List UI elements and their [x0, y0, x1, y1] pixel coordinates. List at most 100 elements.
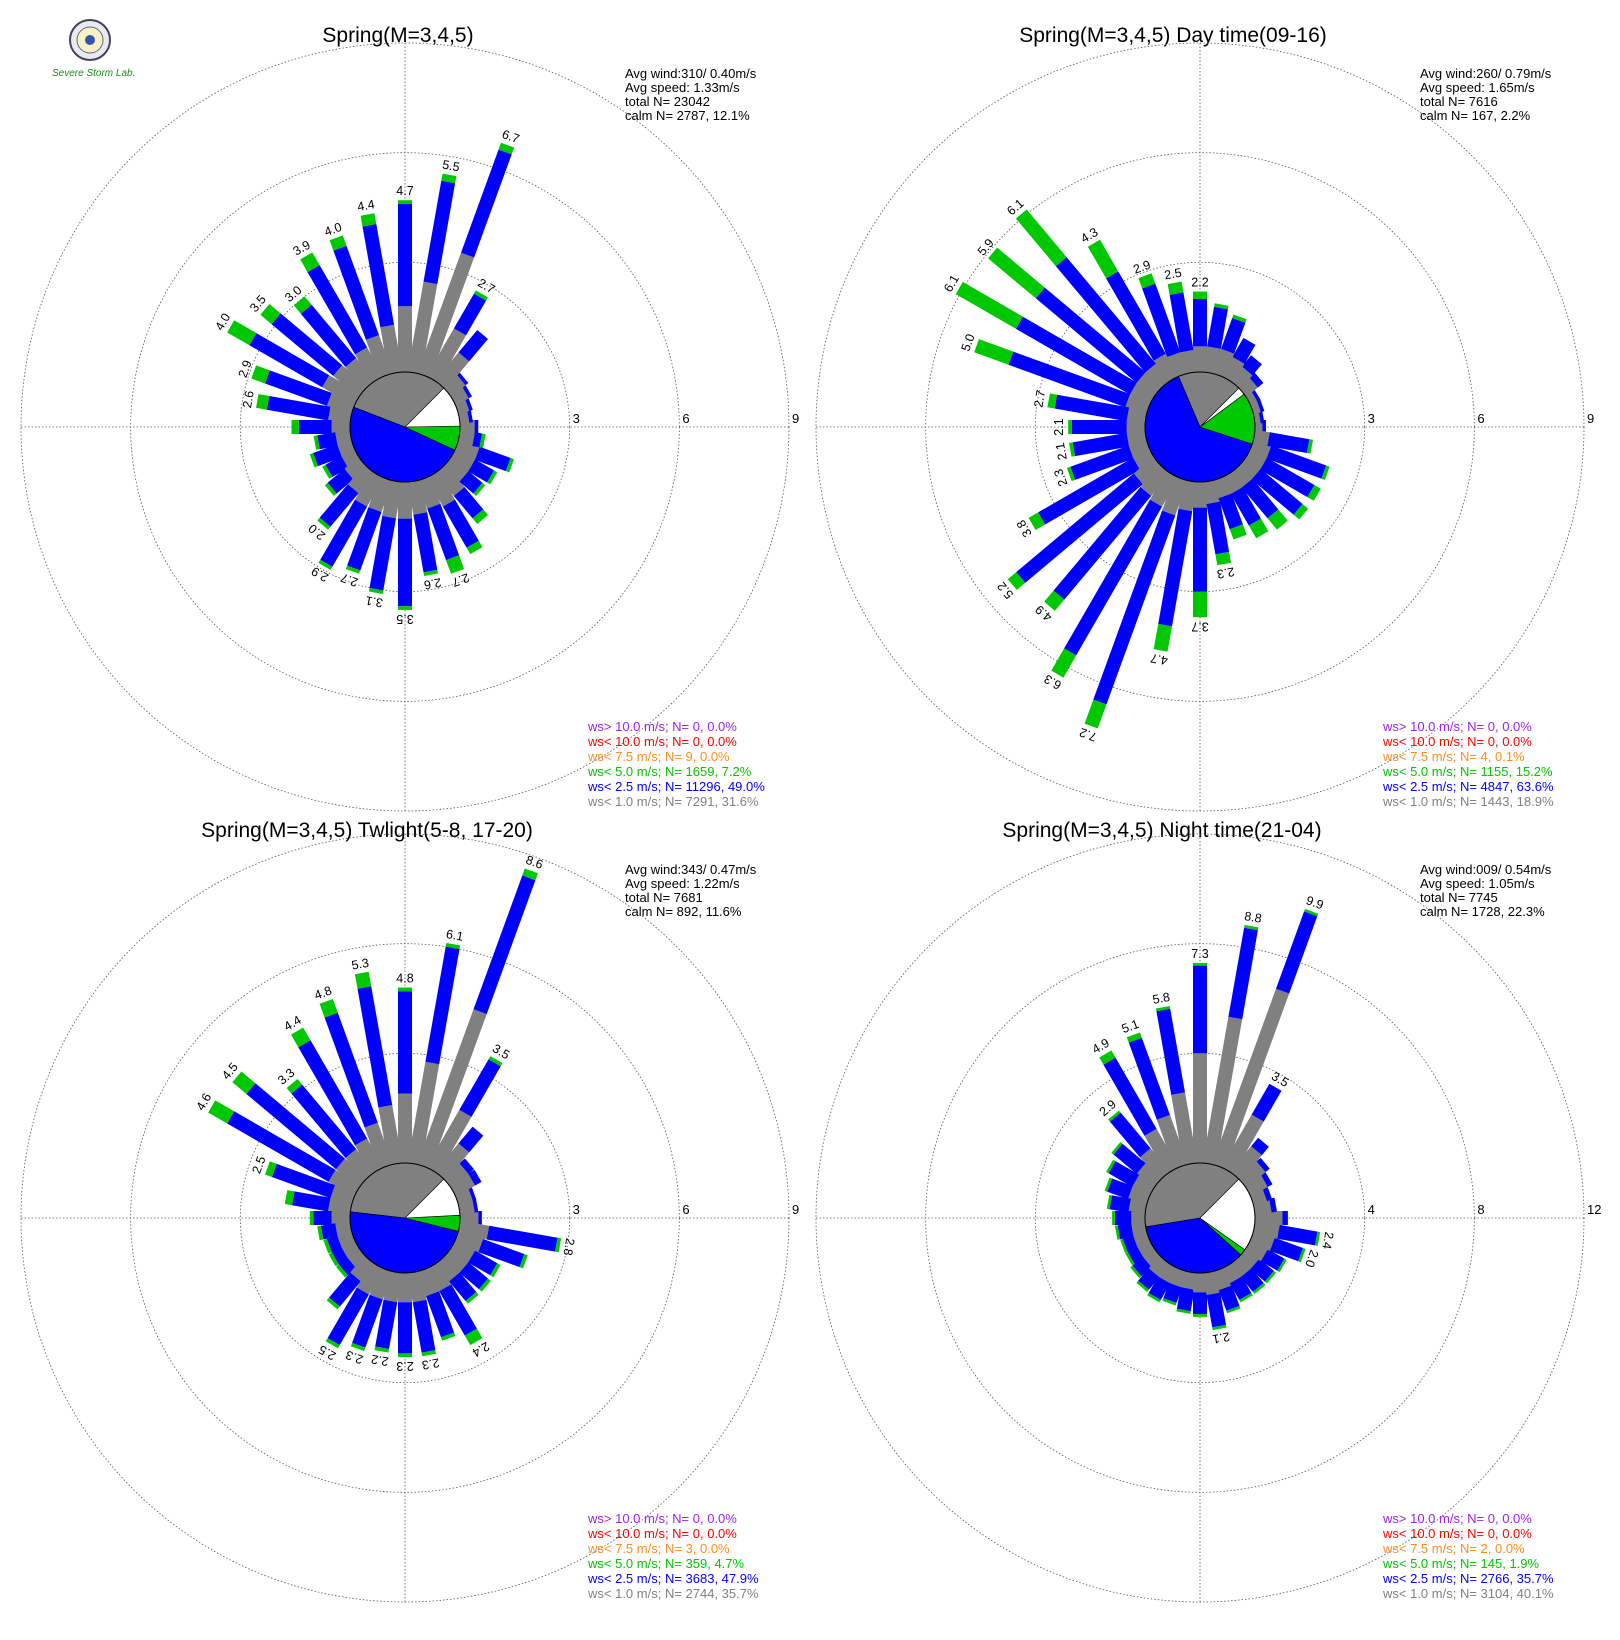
bar-segment-gray — [1167, 352, 1188, 378]
bar-segment-green — [1084, 699, 1107, 729]
bar-segment-green — [1108, 1110, 1121, 1122]
bar-value-label: 2.3 — [396, 1359, 413, 1373]
bar-value-label: 2.3 — [344, 1348, 365, 1367]
ring-label: 6 — [682, 411, 689, 426]
bar-segment-blue — [271, 1163, 336, 1199]
bar-segment-gray — [407, 281, 438, 375]
bar-value-label: 2.2 — [370, 1352, 390, 1369]
bar-segment-blue — [1260, 457, 1315, 498]
wind-rose-panel-4: Spring(M=3,4,5) Night time(21-04)4 8 123.5… — [815, 819, 1601, 1603]
stats-line: Avg speed: 1.65m/s — [1420, 80, 1535, 95]
bar-segment-gray — [1212, 988, 1290, 1169]
bar-segment-green — [1112, 1211, 1115, 1225]
bar-segment-blue — [478, 1211, 482, 1225]
bar-segment-green — [1244, 925, 1259, 931]
ring-label: 12 — [1587, 1202, 1601, 1217]
pie-outline — [1144, 1162, 1256, 1274]
bar-segment-gray — [1133, 457, 1163, 485]
bar-segment-blue — [453, 293, 487, 336]
bar-segment-blue — [478, 1239, 525, 1268]
bar-segment-blue — [486, 1225, 558, 1252]
bar-segment-gray — [1202, 1016, 1243, 1166]
bar-segment-blue — [1250, 1258, 1274, 1282]
legend-entry-blue: ws< 2.5 m/s; N= 2766, 35.7% — [1382, 1571, 1554, 1586]
bar-segment-green — [313, 435, 320, 450]
bar-segment-green — [1120, 1238, 1128, 1253]
bar-segment-blue — [426, 1291, 455, 1338]
ring-label: 3 — [1368, 411, 1375, 426]
bar-segment-blue — [472, 1198, 479, 1213]
bar-segment-gray — [1136, 1163, 1163, 1188]
bar-segment-gray — [1129, 382, 1156, 406]
bar-segment-gray — [398, 1093, 412, 1163]
bar-segment-green — [1193, 291, 1207, 299]
bar-segment-green — [256, 394, 270, 410]
stats-line: calm N= 1728, 22.3% — [1420, 904, 1545, 919]
bar-value-label: 2.0 — [1302, 1248, 1321, 1269]
bar-segment-blue — [461, 149, 512, 258]
bar-value-label: 2.6 — [240, 390, 257, 410]
wind-rose-panel-3: Spring(M=3,4,5) Twlight(5-8, 17-20)3 6 93.… — [20, 819, 799, 1603]
bar-segment-blue — [1248, 372, 1264, 388]
bar-segment-blue — [1218, 493, 1243, 530]
bar-segment-gray — [1202, 346, 1221, 375]
bar-segment-blue — [1218, 1285, 1240, 1311]
bar-segment-blue — [1241, 355, 1262, 376]
bar-segment-blue — [291, 1084, 357, 1158]
bar-segment-blue — [474, 420, 479, 434]
bar-value-label: 4.7 — [1149, 651, 1169, 668]
bar-segment-gray — [449, 1239, 476, 1263]
bar-segment-gray — [1237, 457, 1261, 480]
bar-segment-blue — [329, 1272, 361, 1307]
bar-segment-blue — [1269, 1197, 1277, 1213]
bar-segment-gray — [1193, 346, 1207, 372]
bar-segment-green — [368, 587, 384, 594]
bar-segment-green — [522, 868, 538, 881]
bar-segment-gray — [454, 439, 480, 460]
bar-segment-green — [1306, 439, 1313, 454]
bar-segment-gray — [365, 335, 393, 378]
legend-entry-green: ws< 5.0 m/s; N= 359, 4.7% — [587, 1556, 745, 1571]
bar-segment-blue — [227, 1111, 336, 1182]
bar-segment-gray — [457, 429, 475, 446]
wind-rose-panel-1: Spring(M=3,4,5)3 6 92.76.75.54.74.44.03.93… — [20, 24, 799, 812]
bar-segment-green — [1176, 1308, 1191, 1314]
bar-segment-gray — [336, 1158, 368, 1188]
bar-segment-gray — [1162, 476, 1188, 516]
bar-segment-blue — [468, 459, 495, 483]
bar-segment-green — [519, 1254, 528, 1269]
bar-segment-green — [286, 1079, 303, 1094]
bar-segment-green — [1167, 281, 1184, 295]
bar-segment-gray — [355, 347, 384, 383]
bar-segment-green — [1293, 504, 1309, 520]
bar-segment-gray — [1139, 1148, 1170, 1181]
wind-rose-panel-2: Spring(M=3,4,5) Day time(09-16) 3 6 9 2.2 2.5… — [815, 24, 1594, 812]
stats-line: Avg wind:260/ 0.79m/s — [1420, 66, 1552, 81]
logo-lab-text: Severe Storm Lab. — [52, 68, 135, 79]
ring-label: 6 — [682, 1202, 689, 1217]
bar-segment-gray — [326, 392, 356, 415]
bar-segment-green — [498, 142, 515, 155]
legend-entry-red: ws< 10.0 m/s; N= 0, 0.0% — [587, 734, 737, 749]
bar-segment-blue — [1148, 1276, 1171, 1300]
ring-label: 8 — [1477, 1202, 1484, 1217]
legend-entry-purple: ws> 10.0 m/s; N= 0, 0.0% — [587, 1511, 737, 1526]
bar-segment-blue — [1113, 1143, 1146, 1174]
bar-segment-gray — [1212, 348, 1235, 378]
bar-segment-blue — [1193, 1292, 1207, 1315]
bar-segment-green — [1277, 1258, 1287, 1273]
bar-segment-green — [1106, 1159, 1116, 1174]
bar-segment-green — [479, 1278, 491, 1292]
bar-segment-blue — [362, 224, 395, 328]
bar-value-label: 5.5 — [441, 158, 461, 175]
bar-segment-green — [1051, 648, 1077, 678]
bar-segment-blue — [398, 1302, 412, 1354]
bar-segment-gray — [417, 252, 475, 378]
bar-segment-gray — [1178, 479, 1198, 512]
bar-segment-gray — [330, 1185, 356, 1206]
bar-segment-green — [317, 1225, 324, 1241]
bar-value-label: 2.1 — [1211, 1329, 1231, 1346]
bar-segment-gray — [328, 1197, 353, 1216]
bar-segment-blue — [271, 313, 343, 376]
legend-entry-blue: ws< 2.5 m/s; N= 4847, 63.6% — [1382, 779, 1554, 794]
